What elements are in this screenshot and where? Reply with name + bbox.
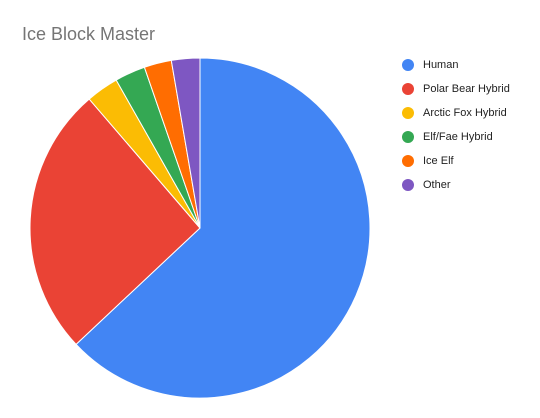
legend-swatch <box>402 83 414 95</box>
legend-label: Elf/Fae Hybrid <box>423 131 493 143</box>
legend-label: Human <box>423 59 458 71</box>
pie-slice <box>29 98 201 346</box>
pie-slice <box>170 57 201 229</box>
legend-swatch <box>402 155 414 167</box>
legend-label: Ice Elf <box>423 155 455 167</box>
legend-label: Other <box>423 179 451 191</box>
legend-label: Arctic Fox Hybrid <box>423 107 507 119</box>
legend-swatch <box>402 131 414 143</box>
legend-swatch <box>402 107 414 119</box>
chart-title: Ice Block Master <box>22 24 155 44</box>
legend-swatch <box>402 59 414 71</box>
legend-label: Polar Bear Hybrid <box>423 83 510 95</box>
pie-slice <box>75 57 371 399</box>
legend-swatch <box>402 179 414 191</box>
